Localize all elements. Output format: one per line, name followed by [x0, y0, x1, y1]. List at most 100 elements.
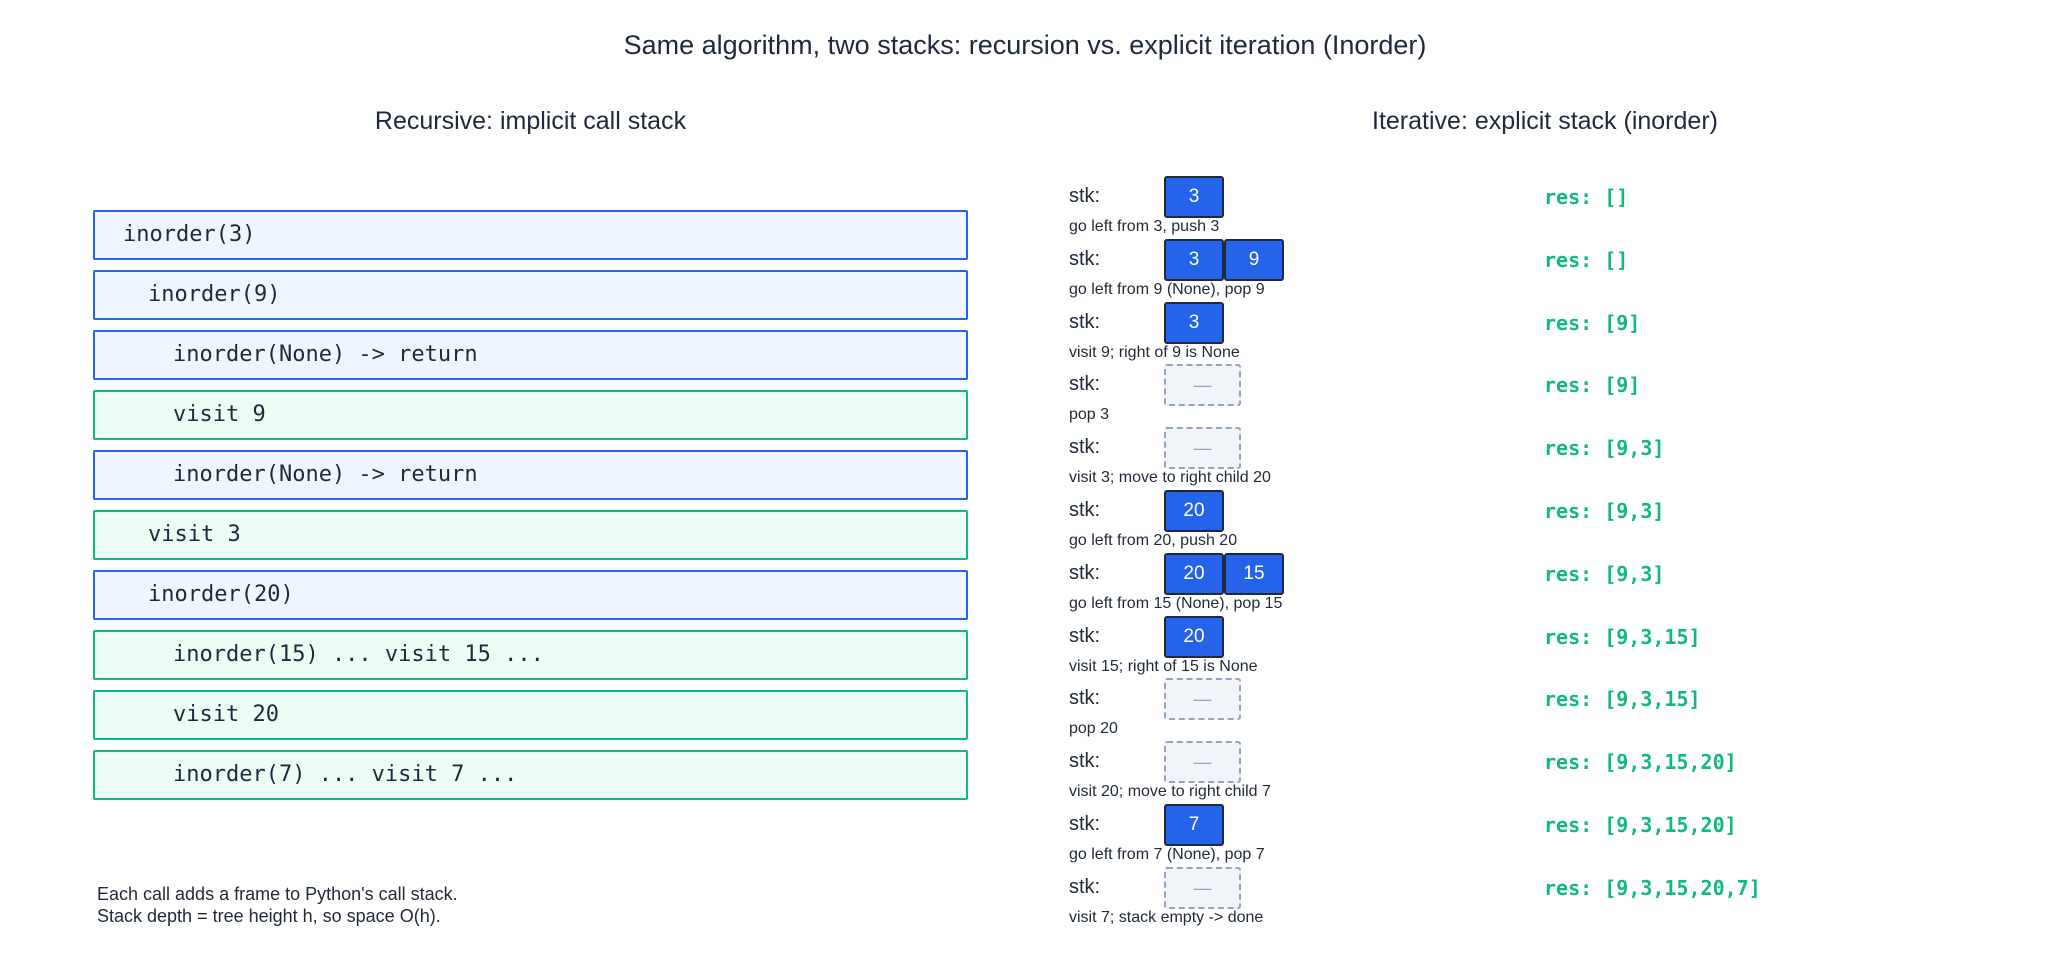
call-frame: inorder(3) [93, 210, 968, 260]
iteration-step: stk: 7 go left from 7 (None), pop 7 res: [9… [1069, 803, 2029, 867]
call-frame: inorder(20) [93, 570, 968, 620]
result-list: res: [9,3,15] [1544, 687, 1701, 712]
empty-stack-cell: — [1164, 678, 1241, 721]
empty-stack-cell: — [1164, 364, 1241, 407]
result-list: res: [9,3] [1544, 561, 1665, 586]
step-caption: go left from 3, push 3 [1069, 218, 1220, 235]
result-list: res: [9,3,15,20] [1544, 750, 1737, 775]
step-caption: go left from 9 (None), pop 9 [1069, 280, 1265, 298]
result-list: res: [] [1544, 247, 1629, 272]
stack-cell: 15 [1224, 552, 1284, 595]
stack-contents: 20 15 [1164, 552, 1284, 595]
iteration-step: stk: 3 go left from 3, push 3 res: [] [1069, 176, 2029, 239]
call-frame: inorder(None) -> return [93, 450, 968, 500]
visit-frame: inorder(15) ... visit 15 ... [93, 630, 968, 680]
stack-label: stk: [1069, 624, 1101, 647]
iterative-panel-title: Iterative: explicit stack (inorder) [1372, 107, 1718, 135]
result-list: res: [] [1544, 185, 1629, 209]
call-stack-frames: inorder(3) inorder(9) inorder(None) -> ret… [93, 210, 968, 810]
stack-contents: — [1164, 427, 1241, 470]
iteration-step: stk: 20 visit 15; right of 15 is None res: … [1069, 615, 2029, 679]
stack-cell: 7 [1164, 803, 1224, 846]
iteration-steps: stk: 3 go left from 3, push 3 res: [] stk: 3 9… [1069, 176, 2029, 930]
stack-contents: — [1164, 678, 1241, 721]
iteration-step: stk: — visit 20; move to right child 7 res:… [1069, 741, 2029, 804]
visit-frame: visit 9 [93, 390, 968, 440]
step-caption: visit 15; right of 15 is None [1069, 657, 1258, 675]
stack-label: stk: [1069, 498, 1101, 521]
iteration-step: stk: — visit 3; move to right child 20 res:… [1069, 427, 2029, 490]
stack-contents: 20 [1164, 615, 1224, 658]
stack-cell: 20 [1164, 552, 1224, 595]
result-list: res: [9,3,15,20] [1544, 812, 1737, 837]
call-frame: inorder(None) -> return [93, 330, 968, 380]
frame-label: inorder(7) ... visit 7 ... [173, 762, 518, 787]
stack-label: stk: [1069, 812, 1101, 835]
stack-label: stk: [1069, 185, 1101, 207]
diagram-title: Same algorithm, two stacks: recursion vs… [623, 30, 1427, 60]
stack-contents: 7 [1164, 803, 1224, 846]
stack-label: stk: [1069, 750, 1101, 773]
iteration-step: stk: — visit 7; stack empty -> done res: [9… [1069, 866, 2029, 930]
frame-label: inorder(None) -> return [173, 342, 478, 367]
note-line: Stack depth = tree height h, so space O(… [97, 906, 441, 926]
frame-label: visit 20 [173, 702, 279, 727]
stack-cell: 3 [1164, 238, 1224, 281]
frame-label: inorder(20) [148, 582, 294, 607]
stack-label: stk: [1069, 875, 1101, 898]
step-caption: go left from 20, push 20 [1069, 531, 1238, 549]
empty-stack-cell: — [1164, 741, 1241, 784]
stack-cell: 20 [1164, 615, 1224, 658]
stack-contents: — [1164, 364, 1241, 407]
stack-cell: 9 [1224, 238, 1284, 281]
stack-label: stk: [1069, 687, 1101, 710]
stack-contents: — [1164, 866, 1241, 909]
result-list: res: [9] [1544, 310, 1641, 335]
result-list: res: [9,3,15] [1544, 624, 1701, 649]
step-caption: visit 7; stack empty -> done [1069, 908, 1264, 926]
stack-label: stk: [1069, 247, 1101, 270]
stack-label: stk: [1069, 310, 1101, 333]
call-stack-note: Each call adds a frame to Python's call … [97, 883, 458, 927]
frame-label: inorder(None) -> return [173, 462, 478, 487]
note-line: Each call adds a frame to Python's call … [97, 884, 458, 904]
iteration-step: stk: — pop 20 res: [9,3,15] [1069, 678, 2029, 741]
step-caption: visit 20; move to right child 7 [1069, 783, 1271, 801]
result-list: res: [9,3] [1544, 436, 1665, 461]
stack-cell: 3 [1164, 301, 1224, 344]
frame-label: inorder(3) [123, 222, 256, 247]
stack-contents: 20 [1164, 489, 1224, 532]
stack-cell: 20 [1164, 489, 1224, 532]
empty-stack-cell: — [1164, 427, 1241, 470]
stack-contents: 3 [1164, 176, 1224, 218]
visit-frame: visit 20 [93, 690, 968, 740]
step-caption: visit 3; move to right child 20 [1069, 469, 1271, 487]
empty-stack-cell: — [1164, 866, 1241, 909]
result-list: res: [9,3,15,20,7] [1544, 875, 1761, 900]
stack-label: stk: [1069, 561, 1101, 584]
visit-frame: visit 3 [93, 510, 968, 560]
stack-label: stk: [1069, 373, 1101, 396]
iteration-step: stk: 3 visit 9; right of 9 is None res: [9] [1069, 301, 2029, 365]
iteration-step: stk: 3 9 go left from 9 (None), pop 9 res: [… [1069, 238, 2029, 302]
stack-label: stk: [1069, 436, 1101, 459]
step-caption: pop 3 [1069, 406, 1110, 424]
step-caption: go left from 7 (None), pop 7 [1069, 845, 1265, 863]
frame-label: inorder(15) ... visit 15 ... [173, 642, 544, 667]
step-caption: go left from 15 (None), pop 15 [1069, 594, 1283, 612]
stack-contents: — [1164, 741, 1241, 784]
frame-label: inorder(9) [148, 282, 281, 307]
frame-label: visit 9 [173, 402, 266, 427]
result-list: res: [9] [1544, 373, 1641, 398]
frame-label: visit 3 [148, 522, 241, 547]
iteration-step: stk: — pop 3 res: [9] [1069, 364, 2029, 427]
step-caption: visit 9; right of 9 is None [1069, 343, 1240, 361]
iteration-step: stk: 20 go left from 20, push 20 res: [9,3] [1069, 489, 2029, 553]
stack-contents: 3 [1164, 301, 1224, 344]
iteration-step: stk: 20 15 go left from 15 (None), pop 15 re… [1069, 552, 2029, 616]
result-list: res: [9,3] [1544, 498, 1665, 523]
call-frame: inorder(9) [93, 270, 968, 320]
visit-frame: inorder(7) ... visit 7 ... [93, 750, 968, 800]
stack-cell: 3 [1164, 176, 1224, 218]
